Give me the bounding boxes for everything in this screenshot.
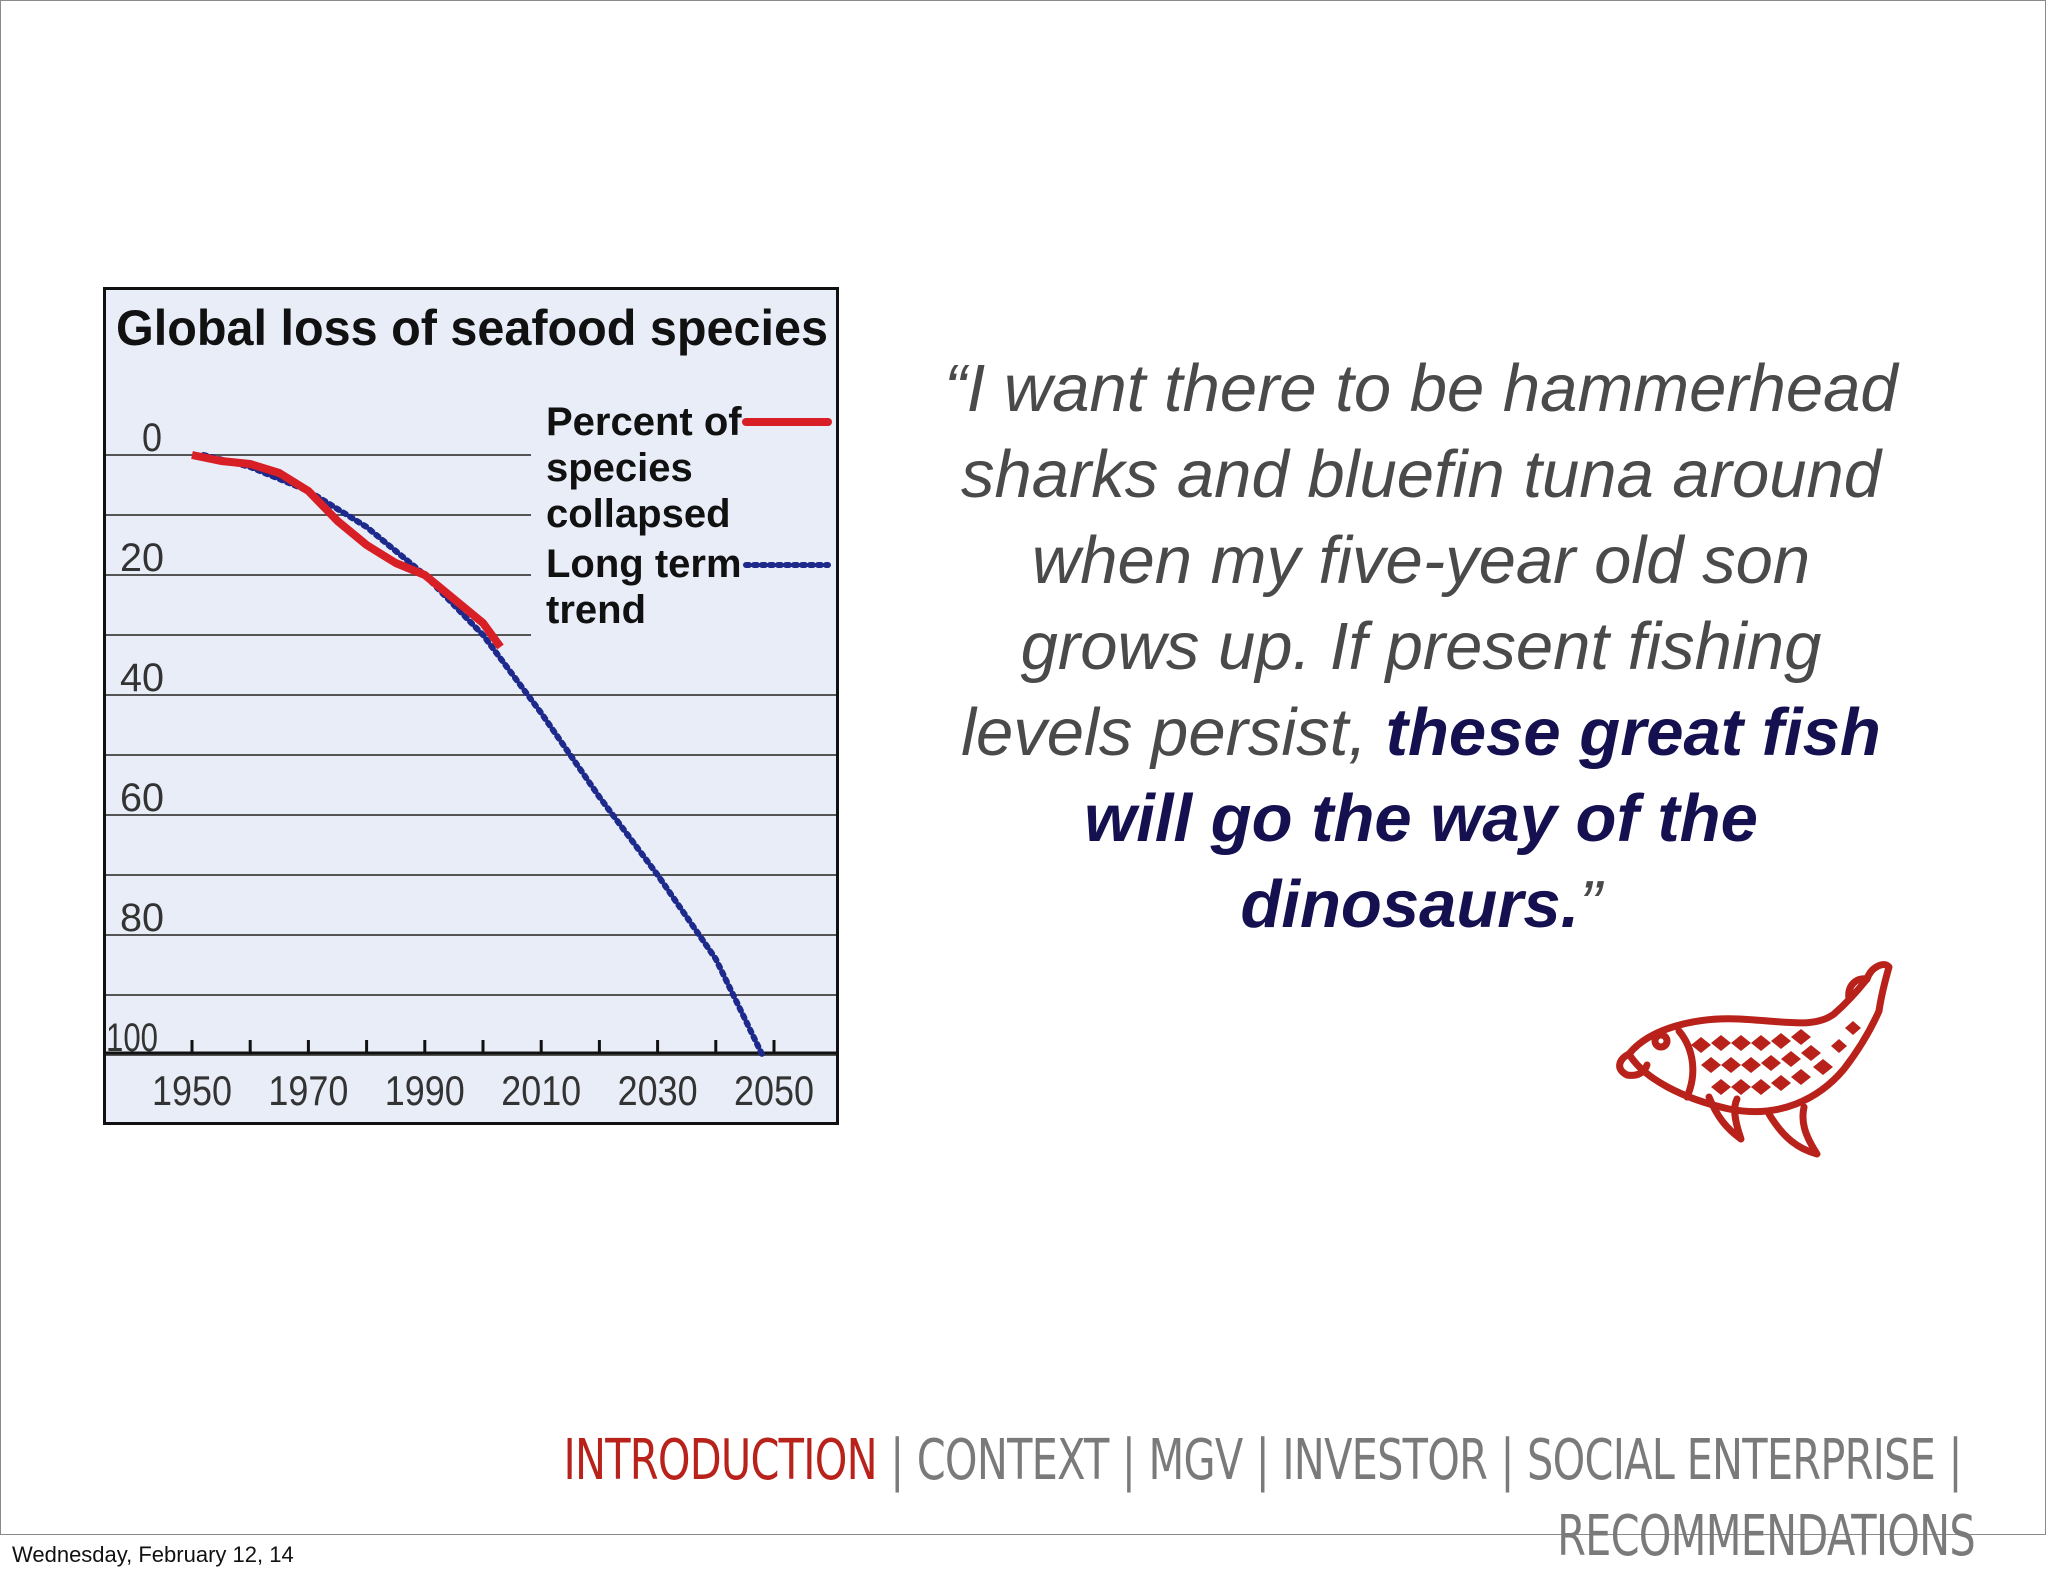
- y-tick-label: 100: [106, 1016, 158, 1060]
- chart-svg: Global loss of seafood species 0 20 40 60 80…: [106, 300, 836, 1114]
- y-tick-label: 40: [120, 656, 164, 700]
- nav-separator: |: [1255, 1428, 1270, 1493]
- footer-date: Wednesday, February 12, 14: [12, 1542, 294, 1567]
- y-tick-label: 20: [120, 536, 164, 580]
- x-tick-label: 2010: [501, 1067, 581, 1114]
- x-tick-label: 1990: [385, 1067, 465, 1114]
- y-tick-label: 60: [120, 776, 164, 820]
- legend-label: Long term trend: [546, 542, 742, 632]
- section-nav-row: INTRODUCTION | CONTEXT | MGV | INVESTOR | SOCIAL…: [514, 1423, 1975, 1575]
- nav-item-introduction[interactable]: INTRODUCTION: [563, 1428, 877, 1493]
- nav-item-investor[interactable]: INVESTOR: [1282, 1428, 1488, 1493]
- nav-separator: |: [1500, 1428, 1515, 1493]
- x-tick-label: 2030: [618, 1067, 698, 1114]
- legend-label: Percent of species collapsed: [546, 400, 742, 536]
- nav-item-recommendations[interactable]: RECOMMENDATIONS: [1557, 1504, 1976, 1569]
- nav-item-context[interactable]: CONTEXT: [916, 1428, 1110, 1493]
- x-tick-label: 1950: [152, 1067, 232, 1114]
- chart-title: Global loss of seafood species: [116, 300, 828, 356]
- chart: Global loss of seafood species 0 20 40 60 80…: [103, 287, 839, 1125]
- chart-series: [191, 451, 766, 1058]
- nav-separator: |: [890, 1428, 904, 1493]
- y-tick-label: 0: [142, 416, 162, 460]
- quote-closing-mark: ”: [1579, 867, 1602, 942]
- quote-text: “I want there to be hammerhead sharks an…: [941, 346, 1901, 948]
- y-axis-ticks: 0 20 40 60 80 100: [106, 416, 164, 1060]
- x-axis-ticks: 1950 1970 1990 2010 2030 2050: [152, 1040, 814, 1114]
- x-tick-label: 1970: [268, 1067, 348, 1114]
- section-nav: INTRODUCTION | CONTEXT | MGV | INVESTOR | SOCIAL…: [1, 1423, 1975, 1575]
- quote-emphasis-text: these great fish will go the way of the …: [1084, 695, 1881, 942]
- x-tick-label: 2050: [734, 1067, 814, 1114]
- fish-icon: [1616, 961, 1893, 1158]
- quote-normal-text: “I want there to be hammerhead sharks an…: [944, 351, 1898, 770]
- nav-item-mgv[interactable]: MGV: [1148, 1428, 1243, 1493]
- nav-separator: |: [1121, 1428, 1136, 1493]
- y-tick-label: 80: [120, 896, 164, 940]
- series-line-percent-collapsed: [191, 451, 504, 650]
- nav-separator: |: [1948, 1428, 1962, 1493]
- nav-item-social-enterprise[interactable]: SOCIAL ENTERPRISE: [1527, 1428, 1936, 1493]
